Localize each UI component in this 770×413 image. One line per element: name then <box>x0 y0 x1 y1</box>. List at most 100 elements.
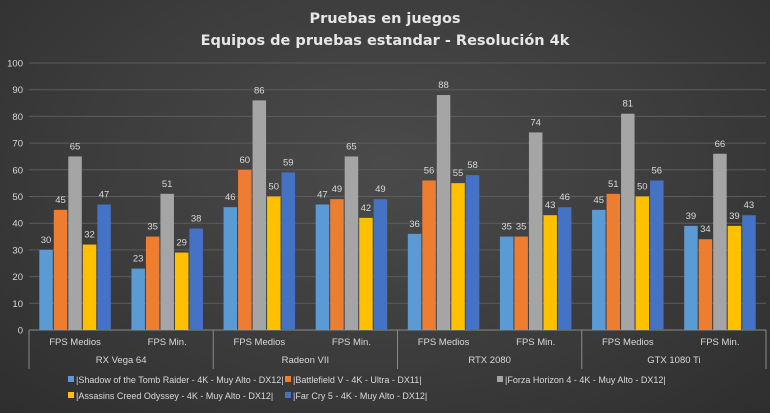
bar <box>189 228 203 330</box>
y-tick-label: 60 <box>12 165 23 176</box>
data-label: 45 <box>55 195 66 206</box>
bar <box>592 209 606 330</box>
data-label: 35 <box>147 222 158 233</box>
bar <box>223 207 238 330</box>
x-group-label: GTX 1080 Ti <box>647 355 700 366</box>
bar <box>422 180 436 330</box>
x-category-label: FPS Medios <box>49 337 101 348</box>
legend-label: |Far Cry 5 - 4K - Muy Alto - DX12| <box>293 391 427 401</box>
y-tick-label: 90 <box>12 85 23 96</box>
bar <box>281 172 296 330</box>
bar <box>650 180 664 330</box>
bar <box>359 217 373 330</box>
x-group-label: Radeon VII <box>282 355 330 366</box>
bar <box>514 236 528 330</box>
y-tick-label: 40 <box>12 219 23 230</box>
x-category-label: FPS Medios <box>233 337 285 348</box>
legend-swatch <box>285 392 291 398</box>
data-label: 42 <box>361 203 372 214</box>
bar <box>267 196 281 330</box>
chart-title: Pruebas en juegos <box>309 11 460 27</box>
y-tick-label: 20 <box>12 272 23 283</box>
data-label: 35 <box>501 222 512 233</box>
bar <box>315 204 330 330</box>
legend-swatch <box>497 376 503 382</box>
data-label: 66 <box>715 139 726 150</box>
bar <box>635 196 650 330</box>
bar <box>238 169 252 330</box>
y-tick-label: 0 <box>18 326 23 337</box>
bar <box>68 156 82 330</box>
bar <box>684 225 698 330</box>
bar <box>174 252 189 330</box>
legend-label: |Forza Horizon 4 - 4K - Muy Alto - DX12| <box>505 375 666 385</box>
data-label: 74 <box>530 117 541 128</box>
data-label: 49 <box>375 184 386 195</box>
y-tick-label: 70 <box>12 139 23 150</box>
data-label: 34 <box>700 224 711 235</box>
legend-label: |Shadow of the Tomb Raider - 4K - Muy Al… <box>76 375 284 385</box>
legend-swatch <box>68 392 74 398</box>
data-label: 46 <box>225 192 236 203</box>
data-label: 39 <box>729 211 740 222</box>
data-label: 60 <box>240 155 251 166</box>
bar <box>344 156 359 330</box>
data-label: 23 <box>133 254 144 265</box>
x-axis: FPS Medios FPS Min. FPS Medios FPS Min. FPS … <box>28 330 767 369</box>
bar <box>465 175 480 330</box>
data-label: 38 <box>191 214 202 225</box>
bar <box>499 236 514 330</box>
x-category-label: FPS Min. <box>700 337 739 348</box>
data-label: 29 <box>176 238 187 249</box>
data-label: 65 <box>70 141 81 152</box>
y-tick-label: 100 <box>7 59 23 70</box>
bar <box>543 215 557 330</box>
bar <box>557 207 572 330</box>
bar <box>97 204 111 330</box>
data-label: 32 <box>84 230 95 241</box>
data-label: 65 <box>346 141 357 152</box>
x-category-label: FPS Min. <box>516 337 555 348</box>
data-label: 49 <box>332 184 343 195</box>
legend: |Shadow of the Tomb Raider - 4K - Muy Al… <box>68 375 666 401</box>
data-label: 56 <box>424 165 435 176</box>
bar <box>407 233 422 330</box>
y-axis: 0 10 20 30 40 50 60 70 80 90 100 <box>7 59 23 337</box>
data-label: 51 <box>162 179 173 190</box>
y-tick-label: 30 <box>12 245 23 256</box>
bar <box>742 215 756 330</box>
data-label: 50 <box>269 182 280 193</box>
data-label: 50 <box>637 182 648 193</box>
bar <box>53 209 68 330</box>
data-label: 30 <box>41 235 52 246</box>
bar <box>330 199 344 330</box>
y-tick-label: 50 <box>12 192 23 203</box>
bar <box>145 236 160 330</box>
legend-swatch <box>285 376 291 382</box>
data-label: 55 <box>453 168 464 179</box>
data-label: 46 <box>559 192 570 203</box>
chart-subtitle: Equipos de pruebas estandar - Resolución… <box>201 33 570 49</box>
x-category-label: FPS Min. <box>148 337 187 348</box>
data-label: 86 <box>254 85 265 96</box>
bar <box>436 95 451 330</box>
y-tick-label: 80 <box>12 112 23 123</box>
data-label: 39 <box>686 211 697 222</box>
bar <box>451 183 465 330</box>
bar <box>39 249 53 330</box>
data-label: 36 <box>409 219 420 230</box>
bars <box>39 95 756 330</box>
legend-label: |Assasins Creed Odyssey - 4K - Muy Alto … <box>76 391 273 401</box>
legend-swatch <box>68 376 74 382</box>
x-category-label: FPS Medios <box>602 337 654 348</box>
x-category-label: FPS Medios <box>418 337 470 348</box>
bar <box>252 100 267 330</box>
legend-label: |Battlefield V - 4K - Ultra - DX11| <box>293 375 422 385</box>
data-label: 43 <box>545 200 556 211</box>
data-label: 88 <box>438 80 449 91</box>
bar <box>621 113 635 330</box>
data-label: 47 <box>99 190 110 201</box>
data-label: 47 <box>317 190 328 201</box>
